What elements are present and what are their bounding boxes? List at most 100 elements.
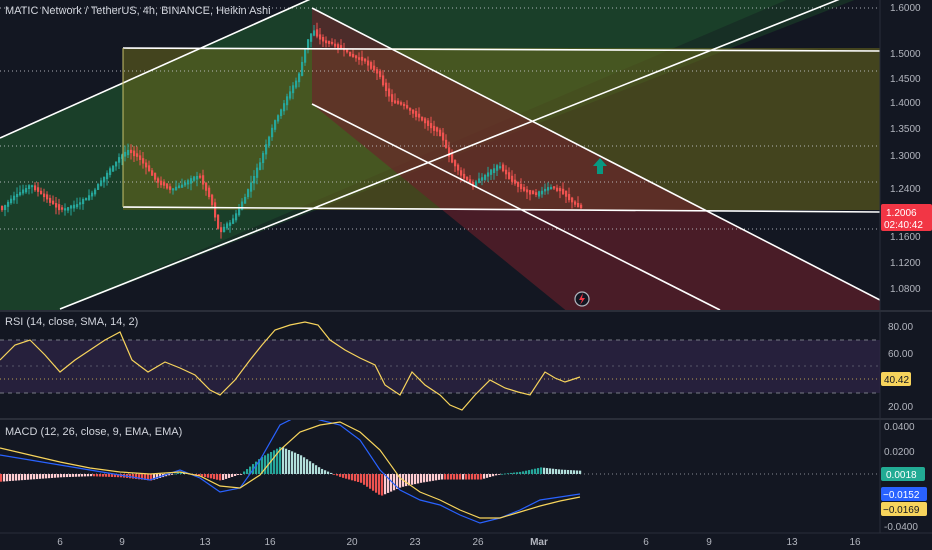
- macd-histogram-bar: [510, 472, 513, 474]
- macd-histogram-bar: [264, 455, 267, 474]
- macd-histogram-bar: [552, 468, 555, 474]
- candle-body: [10, 198, 13, 204]
- candle-body: [280, 109, 283, 117]
- candle-body: [325, 40, 328, 44]
- macd-histogram-bar: [360, 474, 363, 483]
- macd-histogram-bar: [300, 455, 303, 474]
- candle-body: [433, 125, 436, 131]
- price-axis-tick: 1.4000: [890, 98, 921, 109]
- candle-body: [550, 187, 553, 190]
- candle-body: [364, 58, 367, 62]
- candle-body: [55, 203, 58, 208]
- macd-histogram-bar: [528, 470, 531, 474]
- candle-body: [355, 55, 358, 59]
- candle-body: [337, 44, 340, 49]
- macd-histogram-bar: [453, 474, 456, 480]
- macd-histogram-bar: [405, 474, 408, 487]
- macd-histogram-bar: [516, 472, 519, 474]
- candle-body: [439, 129, 442, 137]
- candle-body: [400, 102, 403, 105]
- candle-body: [52, 200, 55, 205]
- candle-body: [553, 186, 556, 189]
- time-axis-tick: 20: [346, 537, 358, 548]
- candle-body: [502, 164, 505, 172]
- candle-body: [163, 181, 166, 186]
- candle-body: [460, 170, 463, 176]
- macd-line-tag: −0.0152: [883, 490, 920, 501]
- macd-histogram-bar: [18, 474, 21, 481]
- macd-histogram-bar: [549, 468, 552, 474]
- macd-histogram-bar: [90, 474, 93, 477]
- macd-histogram-bar: [270, 452, 273, 474]
- candle-body: [580, 204, 583, 209]
- macd-histogram-bar: [33, 474, 36, 480]
- macd-histogram-bar: [57, 474, 60, 478]
- candle-body: [253, 175, 256, 184]
- candle-body: [34, 185, 37, 191]
- candle-body: [265, 144, 268, 155]
- price-axis-tick: 1.3000: [890, 151, 921, 162]
- candle-body: [376, 69, 379, 74]
- candle-body: [271, 127, 274, 138]
- macd-histogram-bar: [417, 474, 420, 484]
- macd-histogram-bar: [342, 474, 345, 478]
- macd-histogram-bar: [285, 448, 288, 474]
- rsi-axis[interactable]: 80.00 60.00 20.00 40.42: [881, 322, 913, 413]
- candle-body: [160, 180, 163, 186]
- macd-histogram-bar: [66, 474, 69, 478]
- macd-histogram-bar: [423, 474, 426, 483]
- macd-histogram-bar: [0, 474, 3, 482]
- macd-histogram-bar: [441, 474, 444, 480]
- macd-histogram-bar: [567, 469, 570, 474]
- signal-line-tag: −0.0169: [883, 505, 920, 516]
- macd-histogram-bar: [24, 474, 27, 480]
- candle-body: [232, 218, 235, 224]
- macd-histogram-bar: [390, 474, 393, 492]
- ascending-upper-line: [0, 0, 311, 139]
- candle-body: [175, 186, 178, 191]
- flash-icon[interactable]: [574, 291, 590, 307]
- time-axis-tick: 13: [199, 537, 211, 548]
- candle-body: [127, 149, 130, 156]
- macd-histogram-bar: [561, 469, 564, 474]
- macd-histogram-bar: [6, 474, 9, 482]
- macd-histogram-bar: [435, 474, 438, 481]
- macd-histogram-bar: [291, 451, 294, 474]
- macd-histogram-bar: [102, 474, 105, 477]
- price-axis[interactable]: 1.6000 1.5000 1.4500 1.4000 1.3500 1.3000 1.24…: [890, 3, 921, 295]
- macd-histogram-bar: [9, 474, 12, 482]
- candle-body: [250, 182, 253, 192]
- candle-body: [334, 43, 337, 47]
- macd-histogram-bar: [12, 474, 15, 481]
- macd-axis[interactable]: 0.0400 0.0200 -0.0400 0.0018 −0.0152 −0.…: [881, 422, 927, 533]
- candle-body: [295, 80, 298, 88]
- candle-body: [196, 175, 199, 180]
- macd-histogram-bar: [258, 459, 261, 474]
- time-axis[interactable]: 6 9 13 16 20 23 26 Mar 6 9 13 16: [57, 537, 861, 548]
- macd-histogram-bar: [345, 474, 348, 479]
- macd-histogram-bar: [372, 474, 375, 491]
- macd-histogram-bar: [429, 474, 432, 482]
- macd-histogram-bar: [81, 474, 84, 477]
- macd-histogram-bar: [288, 450, 291, 474]
- macd-histogram-bar: [153, 474, 156, 480]
- macd-histogram-bar: [231, 474, 234, 477]
- candle-body: [220, 227, 223, 233]
- candle-body: [130, 149, 133, 154]
- macd-histogram-bar: [204, 474, 207, 478]
- macd-histogram-bar: [570, 470, 573, 474]
- candle-body: [115, 161, 118, 167]
- candle-body: [292, 85, 295, 94]
- macd-histogram-bar: [369, 474, 372, 489]
- macd-histogram-bar: [420, 474, 423, 483]
- macd-tick-3: -0.0400: [884, 522, 918, 533]
- trend-lines[interactable]: [0, 0, 881, 311]
- price-tag: 1.2006 02:40:42: [881, 204, 932, 231]
- candle-body: [283, 103, 286, 112]
- candle-body: [475, 181, 478, 187]
- horizontal-top-line: [122, 47, 881, 52]
- candle-body: [490, 169, 493, 175]
- candle-body: [229, 222, 232, 226]
- candle-body: [103, 176, 106, 183]
